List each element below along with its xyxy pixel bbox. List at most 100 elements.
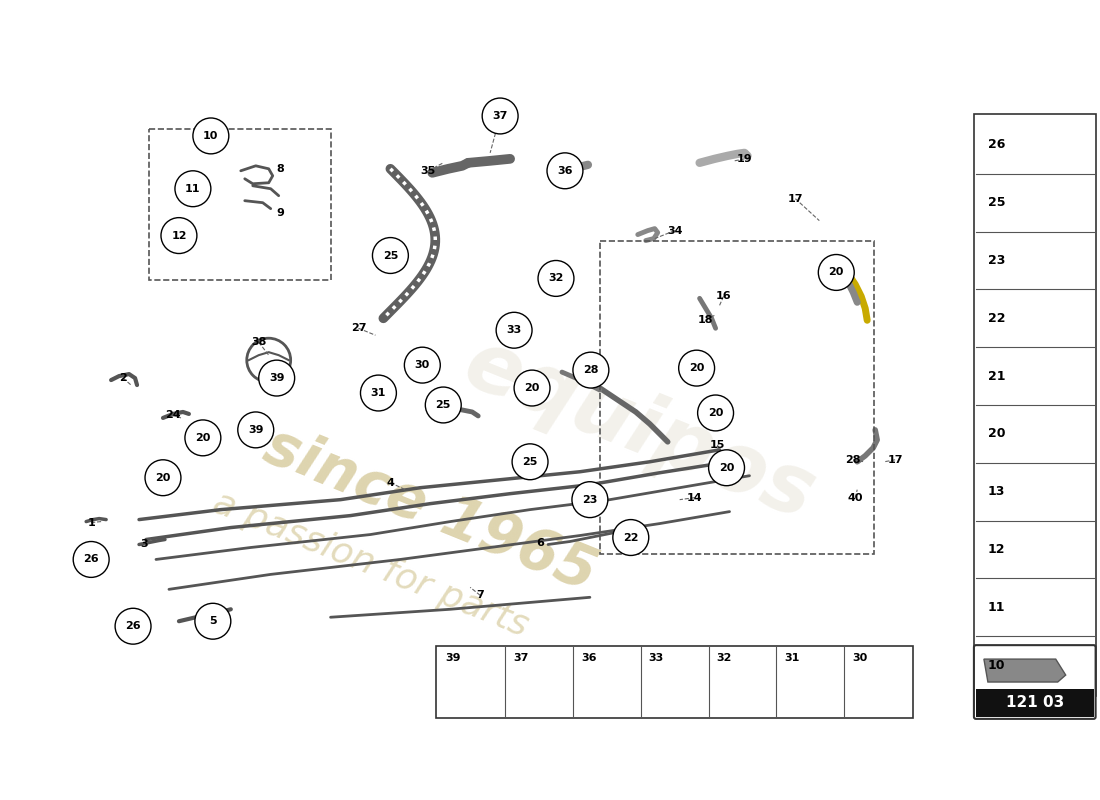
Circle shape xyxy=(513,444,548,480)
Text: 9: 9 xyxy=(277,208,285,218)
Text: 32: 32 xyxy=(548,274,563,283)
Text: 26: 26 xyxy=(84,554,99,565)
Text: 20: 20 xyxy=(988,427,1005,440)
Text: 28: 28 xyxy=(846,454,861,465)
Circle shape xyxy=(246,338,290,382)
Text: 17: 17 xyxy=(888,454,903,465)
Circle shape xyxy=(192,118,229,154)
Text: 20: 20 xyxy=(708,408,724,418)
Text: 1: 1 xyxy=(87,518,95,527)
Circle shape xyxy=(514,370,550,406)
Circle shape xyxy=(373,238,408,274)
Text: 20: 20 xyxy=(195,433,210,443)
Text: 37: 37 xyxy=(513,653,528,663)
Circle shape xyxy=(426,387,461,423)
Text: 4: 4 xyxy=(386,478,394,488)
Text: 12: 12 xyxy=(172,230,187,241)
Text: 20: 20 xyxy=(689,363,704,373)
Text: 25: 25 xyxy=(988,196,1005,209)
Text: 17: 17 xyxy=(788,194,803,204)
Text: 28: 28 xyxy=(583,365,598,375)
Circle shape xyxy=(573,352,609,388)
Text: 12: 12 xyxy=(988,543,1005,556)
Circle shape xyxy=(361,375,396,411)
Text: 40: 40 xyxy=(847,493,864,502)
Circle shape xyxy=(679,350,715,386)
Text: 20: 20 xyxy=(155,473,170,482)
FancyBboxPatch shape xyxy=(976,689,1093,717)
Text: a passion for parts: a passion for parts xyxy=(208,486,534,643)
Text: 22: 22 xyxy=(623,533,638,542)
Circle shape xyxy=(116,608,151,644)
Text: 30: 30 xyxy=(415,360,430,370)
Text: 26: 26 xyxy=(988,138,1005,151)
Circle shape xyxy=(708,450,745,486)
Circle shape xyxy=(482,98,518,134)
Text: 15: 15 xyxy=(710,440,725,450)
Circle shape xyxy=(538,261,574,296)
Text: 25: 25 xyxy=(383,250,398,261)
Text: 34: 34 xyxy=(667,226,682,235)
Text: 18: 18 xyxy=(697,315,714,326)
Text: 38: 38 xyxy=(251,338,266,347)
Text: 13: 13 xyxy=(988,485,1005,498)
Circle shape xyxy=(818,254,855,290)
Text: 39: 39 xyxy=(248,425,264,435)
Text: 20: 20 xyxy=(719,462,734,473)
Text: equipos: equipos xyxy=(453,323,827,537)
Text: 31: 31 xyxy=(784,653,800,663)
Circle shape xyxy=(547,153,583,189)
Text: 11: 11 xyxy=(185,184,200,194)
Text: 23: 23 xyxy=(988,254,1005,267)
Text: 121 03: 121 03 xyxy=(1005,695,1064,710)
Polygon shape xyxy=(983,659,1066,682)
Text: 7: 7 xyxy=(476,590,484,600)
Text: 33: 33 xyxy=(649,653,664,663)
Text: 33: 33 xyxy=(506,326,521,335)
FancyBboxPatch shape xyxy=(437,646,913,718)
Text: 6: 6 xyxy=(536,538,544,547)
Text: 16: 16 xyxy=(716,291,732,302)
Text: since 1965: since 1965 xyxy=(256,417,605,602)
Text: 25: 25 xyxy=(522,457,538,466)
Text: 32: 32 xyxy=(716,653,732,663)
Circle shape xyxy=(572,482,608,518)
Text: 23: 23 xyxy=(582,494,597,505)
Text: 26: 26 xyxy=(125,622,141,631)
Text: 39: 39 xyxy=(268,373,285,383)
Text: 14: 14 xyxy=(686,493,703,502)
Circle shape xyxy=(258,360,295,396)
Text: 5: 5 xyxy=(209,616,217,626)
Circle shape xyxy=(195,603,231,639)
Text: 31: 31 xyxy=(371,388,386,398)
Circle shape xyxy=(496,312,532,348)
Circle shape xyxy=(697,395,734,431)
Text: 39: 39 xyxy=(446,653,461,663)
Circle shape xyxy=(405,347,440,383)
Text: 20: 20 xyxy=(525,383,540,393)
Text: 25: 25 xyxy=(436,400,451,410)
Circle shape xyxy=(185,420,221,456)
Text: 36: 36 xyxy=(558,166,573,176)
Text: 37: 37 xyxy=(493,111,508,121)
Text: 24: 24 xyxy=(165,410,180,420)
Text: 35: 35 xyxy=(420,166,436,176)
Text: 36: 36 xyxy=(581,653,596,663)
Text: 11: 11 xyxy=(988,601,1005,614)
Text: 30: 30 xyxy=(852,653,868,663)
Text: 20: 20 xyxy=(828,267,844,278)
Circle shape xyxy=(161,218,197,254)
Text: 3: 3 xyxy=(140,539,147,550)
Circle shape xyxy=(145,460,180,496)
Circle shape xyxy=(175,170,211,206)
FancyBboxPatch shape xyxy=(974,645,1096,719)
Text: 19: 19 xyxy=(737,154,752,164)
Text: 27: 27 xyxy=(351,323,366,334)
Text: 2: 2 xyxy=(119,373,126,383)
Circle shape xyxy=(74,542,109,578)
Text: 10: 10 xyxy=(988,658,1005,671)
Text: 8: 8 xyxy=(277,164,285,174)
Text: 21: 21 xyxy=(988,370,1005,382)
Circle shape xyxy=(613,519,649,555)
FancyBboxPatch shape xyxy=(974,114,1096,696)
